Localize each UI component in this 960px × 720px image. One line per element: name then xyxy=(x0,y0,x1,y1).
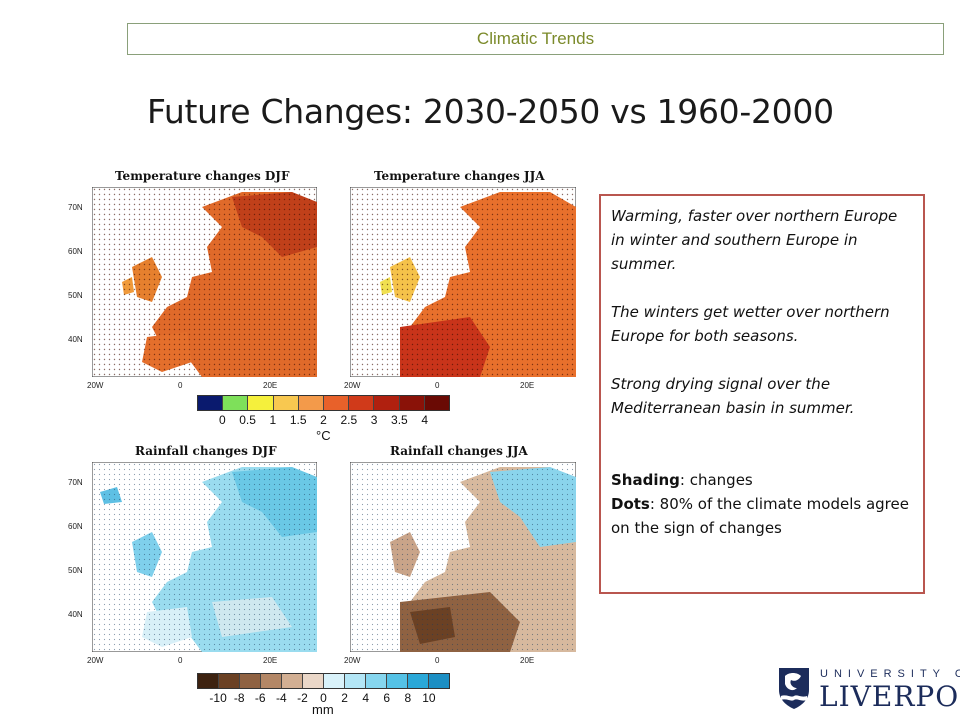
colorbar-swatch xyxy=(345,674,366,688)
colorbar-swatch xyxy=(248,396,274,410)
colorbar-tick-label: 0.5 xyxy=(239,413,256,427)
colorbar-swatch xyxy=(282,674,303,688)
colorbar-swatch xyxy=(219,674,240,688)
europe-map-rainfall-djf xyxy=(92,462,317,652)
colorbar-swatch xyxy=(424,396,450,410)
lon-label: 20E xyxy=(520,656,535,665)
temperature-colorbar xyxy=(197,395,450,411)
map-title: Temperature changes JJA xyxy=(374,169,545,183)
colorbar-tick-label: -4 xyxy=(275,691,287,705)
colorbar-swatch xyxy=(198,396,224,410)
note-shading: Shading: changes xyxy=(611,468,913,492)
colorbar-swatch xyxy=(240,674,261,688)
lon-label: 0 xyxy=(435,381,440,390)
lon-label: 0 xyxy=(178,381,183,390)
lon-label: 0 xyxy=(178,656,183,665)
colorbar-swatch xyxy=(374,396,400,410)
note-warming: Warming, faster over northern Europe in … xyxy=(611,207,898,273)
university-logo: UNIVERSITY OF LIVERPOOL xyxy=(775,660,960,715)
note-shading-label: Shading xyxy=(611,471,680,489)
colorbar-tick-label: 2 xyxy=(320,413,327,427)
colorbar-tick-label: -8 xyxy=(233,691,245,705)
colorbar-swatch xyxy=(273,396,299,410)
lat-label: 50N xyxy=(68,566,83,575)
colorbar-tick-label: 8 xyxy=(404,691,412,705)
colorbar-tick-label: 2.5 xyxy=(340,413,358,427)
logo-main-text: LIVERPOOL xyxy=(819,680,960,713)
lon-label: 20E xyxy=(263,381,278,390)
colorbar-tick-label: -10 xyxy=(209,691,227,705)
europe-map-temperature-djf xyxy=(92,187,317,377)
colorbar-swatch xyxy=(303,674,324,688)
note-mediterranean-drying: Strong drying signal over the Mediterran… xyxy=(611,375,855,417)
colorbar-swatch xyxy=(298,396,325,410)
colorbar-swatch xyxy=(429,674,449,688)
lat-label: 60N xyxy=(68,522,83,531)
map-temperature-djf: Temperature changes DJF 70N 60N 50N 40N … xyxy=(65,165,350,395)
note-dots-label: Dots xyxy=(611,495,650,513)
colorbar-tick-label: 3.5 xyxy=(391,413,408,427)
lon-label: 20E xyxy=(263,656,278,665)
lat-label: 40N xyxy=(68,335,83,344)
colorbar-tick-label: 1 xyxy=(269,413,277,427)
lon-label: 20W xyxy=(344,656,361,665)
map-rainfall-djf: Rainfall changes DJF 70N 60N 50N 40N 20W… xyxy=(65,440,350,670)
section-header-label: Climatic Trends xyxy=(476,29,595,48)
temperature-colorbar-unit: °C xyxy=(316,428,331,443)
map-title: Rainfall changes JJA xyxy=(390,444,528,458)
colorbar-swatch xyxy=(366,674,387,688)
rainfall-colorbar xyxy=(197,673,450,689)
slide-title: Future Changes: 2030-2050 vs 1960-2000 xyxy=(147,92,834,131)
lon-label: 20E xyxy=(520,381,535,390)
colorbar-swatch xyxy=(408,674,429,688)
europe-map-rainfall-jja xyxy=(350,462,576,652)
note-shading-text: : changes xyxy=(679,471,753,489)
note-dots: Dots: 80% of the climate models agree on… xyxy=(611,492,913,540)
europe-map-temperature-jja xyxy=(350,187,576,377)
section-header: Climatic Trends xyxy=(127,23,944,55)
logo-top-text: UNIVERSITY OF xyxy=(820,668,960,680)
rainfall-colorbar-unit: mm xyxy=(312,702,334,717)
colorbar-tick-label: 0 xyxy=(218,413,226,427)
colorbar-swatch xyxy=(387,674,408,688)
colorbar-tick-label: 3 xyxy=(370,413,378,427)
note-dots-text: : 80% of the climate models agree on the… xyxy=(611,495,909,537)
lon-label: 20W xyxy=(87,381,104,390)
notes-box: Warming, faster over northern Europe in … xyxy=(599,194,925,594)
lat-label: 60N xyxy=(68,247,83,256)
colorbar-swatch xyxy=(324,396,350,410)
lon-label: 20W xyxy=(344,381,361,390)
colorbar-tick-label: 10 xyxy=(422,691,436,705)
colorbar-swatch xyxy=(399,396,425,410)
note-winters-wetter: The winters get wetter over northern Eur… xyxy=(611,303,890,345)
colorbar-swatch xyxy=(324,674,345,688)
colorbar-swatch xyxy=(261,674,282,688)
lat-label: 40N xyxy=(68,610,83,619)
lon-label: 0 xyxy=(435,656,440,665)
colorbar-tick-label: 0 xyxy=(320,691,327,705)
colorbar-tick-label: 4 xyxy=(362,691,369,705)
crest-icon xyxy=(779,668,809,709)
lat-label: 70N xyxy=(68,478,83,487)
lat-label: 70N xyxy=(68,203,83,212)
colorbar-tick-label: 6 xyxy=(383,691,391,705)
lat-label: 50N xyxy=(68,291,83,300)
map-title: Rainfall changes DJF xyxy=(135,444,277,458)
colorbar-tick-label: -6 xyxy=(254,691,266,705)
colorbar-tick-label: 4 xyxy=(421,413,429,427)
colorbar-tick-label: -2 xyxy=(297,691,308,705)
colorbar-tick-label: 2 xyxy=(341,691,348,705)
colorbar-swatch xyxy=(349,396,375,410)
colorbar-swatch xyxy=(223,396,249,410)
map-temperature-jja: Temperature changes JJA 20W 0 20E xyxy=(322,165,580,395)
colorbar-tick-label: 1.5 xyxy=(289,413,307,427)
lon-label: 20W xyxy=(87,656,104,665)
map-title: Temperature changes DJF xyxy=(115,169,290,183)
map-rainfall-jja: Rainfall changes JJA 20W 0 20E xyxy=(322,440,580,670)
colorbar-swatch xyxy=(198,674,219,688)
